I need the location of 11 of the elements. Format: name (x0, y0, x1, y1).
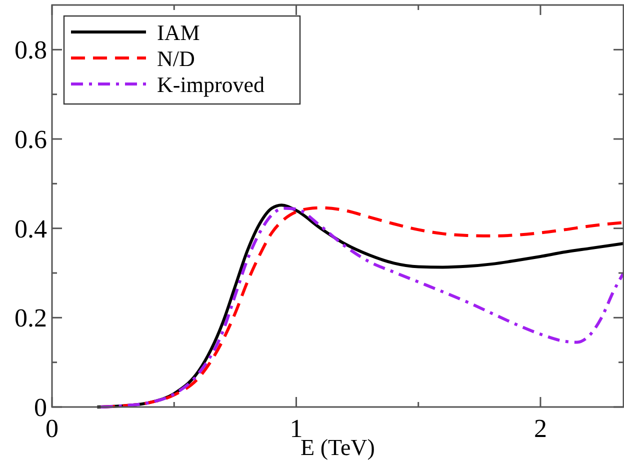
x-tick-label: 2 (534, 414, 547, 443)
y-tick-label: 0.8 (14, 36, 47, 65)
x-axis-title: E (TeV) (300, 435, 375, 460)
y-tick-label: 0.2 (14, 304, 47, 333)
legend-label: IAM (157, 20, 200, 45)
y-tick-label: 0 (34, 393, 47, 422)
x-tick-label: 1 (290, 414, 303, 443)
legend-label: K-improved (157, 72, 265, 97)
y-tick-label: 0.6 (14, 125, 47, 154)
y-tick-label: 0.4 (14, 214, 47, 244)
legend-label: N/D (157, 46, 195, 71)
